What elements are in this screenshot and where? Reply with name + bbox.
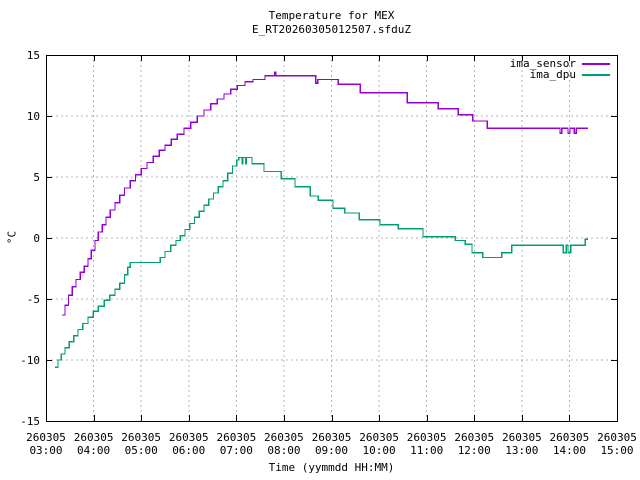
x-tick-label-time: 04:00 xyxy=(77,444,110,457)
x-tick-label-date: 260305 xyxy=(454,431,494,444)
x-tick-label-time: 15:00 xyxy=(600,444,633,457)
x-tick-label-time: 10:00 xyxy=(363,444,396,457)
x-tick-label-date: 260305 xyxy=(121,431,161,444)
series-line-ima_dpu xyxy=(55,156,588,368)
chart-subtitle: E_RT20260305012507.sfduZ xyxy=(252,23,411,36)
x-tick-label-time: 05:00 xyxy=(125,444,158,457)
legend-label-ima-sensor: ima_sensor xyxy=(509,57,576,70)
legend-line-sample-ima-sensor xyxy=(582,62,610,65)
x-tick-label-date: 260305 xyxy=(597,431,637,444)
y-tick-label: 0 xyxy=(33,232,40,245)
x-tick-label-date: 260305 xyxy=(359,431,399,444)
x-tick-label-time: 06:00 xyxy=(172,444,205,457)
x-tick-label-date: 260305 xyxy=(550,431,590,444)
x-tick-label-date: 260305 xyxy=(26,431,66,444)
x-tick-label-date: 260305 xyxy=(407,431,447,444)
y-tick-label: -10 xyxy=(20,354,40,367)
chart-title: Temperature for MEX xyxy=(268,9,395,22)
x-tick-label-time: 14:00 xyxy=(553,444,586,457)
y-axis-label: °C xyxy=(5,230,19,245)
legend: ima_sensor ima_dpu xyxy=(0,58,610,80)
legend-entry-ima-dpu: ima_dpu xyxy=(0,69,610,80)
legend-line-sample-ima-dpu xyxy=(582,73,610,76)
x-tick-label-time: 13:00 xyxy=(505,444,538,457)
x-tick-label-date: 260305 xyxy=(312,431,352,444)
legend-label-ima-dpu: ima_dpu xyxy=(529,68,576,81)
series-line-ima_sensor xyxy=(62,71,588,316)
x-tick-label-time: 12:00 xyxy=(458,444,491,457)
y-tick-label: 10 xyxy=(27,110,40,123)
legend-entry-ima-sensor: ima_sensor xyxy=(0,58,610,69)
x-tick-label-date: 260305 xyxy=(264,431,304,444)
x-tick-label-date: 260305 xyxy=(169,431,209,444)
y-tick-label: 15 xyxy=(27,49,40,62)
x-tick-label-date: 260305 xyxy=(216,431,256,444)
x-tick-label-date: 260305 xyxy=(502,431,542,444)
x-tick-label-time: 03:00 xyxy=(29,444,62,457)
x-tick-label-time: 09:00 xyxy=(315,444,348,457)
y-tick-label: 5 xyxy=(33,171,40,184)
x-tick-label-date: 260305 xyxy=(74,431,114,444)
x-tick-label-time: 08:00 xyxy=(267,444,300,457)
x-tick-label-time: 11:00 xyxy=(410,444,443,457)
y-tick-label: -5 xyxy=(27,293,40,306)
x-axis-label: Time (yymmdd HH:MM) xyxy=(268,461,395,474)
y-tick-label: -15 xyxy=(20,415,40,428)
x-tick-label-time: 07:00 xyxy=(220,444,253,457)
